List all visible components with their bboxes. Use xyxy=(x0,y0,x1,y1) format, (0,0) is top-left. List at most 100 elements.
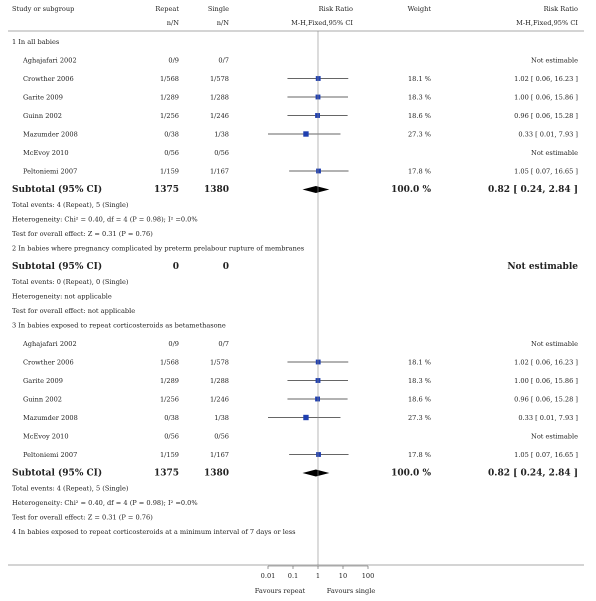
subtotal-n-repeat: 0 xyxy=(173,262,179,272)
study-name: Garite 2009 xyxy=(23,94,63,102)
study-name: Mazumder 2008 xyxy=(23,414,78,422)
header-risk-ratio-2: Risk Ratio xyxy=(544,5,578,13)
subtotal-label: Subtotal (95% CI) xyxy=(12,468,102,479)
study-ci-text: 1.00 [ 0.06, 15.86 ] xyxy=(514,94,578,102)
study-ci-text: Not estimable xyxy=(531,340,578,348)
study-weight: 27.3 % xyxy=(408,414,431,422)
study-point xyxy=(316,168,321,174)
study-events-single: 1/246 xyxy=(210,396,229,404)
study-events-single: 1/578 xyxy=(210,75,229,83)
study-events-single: 0/7 xyxy=(218,340,229,348)
study-events-repeat: 0/56 xyxy=(164,433,179,441)
study-events-repeat: 1/159 xyxy=(160,451,179,459)
study-name: Garite 2009 xyxy=(23,377,63,385)
study-point xyxy=(316,452,321,457)
study-events-single: 0/7 xyxy=(218,57,229,65)
study-name: Peltoniemi 2007 xyxy=(23,451,77,459)
study-events-repeat: 0/38 xyxy=(164,414,179,422)
study-events-repeat: 0/38 xyxy=(164,131,179,139)
group-note: Total events: 4 (Repeat), 5 (Single) xyxy=(12,201,129,209)
group-note: Heterogeneity: Chi² = 0.40, df = 4 (P = … xyxy=(12,499,198,507)
study-events-repeat: 1/289 xyxy=(160,377,179,385)
study-weight: 18.3 % xyxy=(408,377,431,385)
study-name: Crowther 2006 xyxy=(23,359,74,367)
axis-tick-label: 10 xyxy=(339,572,347,580)
study-point xyxy=(315,113,320,118)
header-risk-ratio: Risk Ratio xyxy=(319,5,353,13)
header-study: Study or subgroup xyxy=(12,5,74,13)
study-ci-text: Not estimable xyxy=(531,433,578,441)
subtotal-ci-text: 0.82 [ 0.24, 2.84 ] xyxy=(488,469,578,479)
study-ci-text: 1.00 [ 0.06, 15.86 ] xyxy=(514,377,578,385)
study-weight: 18.3 % xyxy=(408,94,431,102)
study-events-repeat: 1/568 xyxy=(160,359,179,367)
study-ci-text: 0.33 [ 0.01, 7.93 ] xyxy=(518,414,578,422)
subtotal-label: Subtotal (95% CI) xyxy=(12,261,102,272)
favours-right-label: Favours single xyxy=(327,587,376,595)
group-title: 1 In all babies xyxy=(12,38,60,46)
study-name: Aghajafari 2002 xyxy=(22,340,77,348)
study-ci-text: 1.02 [ 0.06, 16.23 ] xyxy=(514,75,578,83)
study-name: McEvoy 2010 xyxy=(23,149,69,157)
group-title: 4 In babies exposed to repeat corticoste… xyxy=(12,528,296,536)
subtotal-ci-text: Not estimable xyxy=(507,262,578,272)
subtotal-ci-text: 0.82 [ 0.24, 2.84 ] xyxy=(488,185,578,195)
header-group2-sub: n/N xyxy=(217,19,229,27)
subtotal-diamond xyxy=(302,186,330,193)
study-weight: 18.1 % xyxy=(408,359,431,367)
subtotal-n-repeat: 1375 xyxy=(154,469,179,479)
axis-tick-label: 0.01 xyxy=(261,572,276,580)
subtotal-n-repeat: 1375 xyxy=(154,185,179,195)
header-group1: Repeat xyxy=(155,5,179,13)
study-point xyxy=(303,131,309,137)
study-ci-text: 0.33 [ 0.01, 7.93 ] xyxy=(518,131,578,139)
study-name: Aghajafari 2002 xyxy=(22,57,77,65)
subtotal-weight: 100.0 % xyxy=(391,469,431,479)
subtotal-diamond xyxy=(302,469,330,477)
study-ci-text: 0.96 [ 0.06, 15.28 ] xyxy=(514,112,578,120)
study-events-repeat: 1/256 xyxy=(160,112,179,120)
favours-left-label: Favours repeat xyxy=(255,587,306,595)
header-risk-ratio-sub-2: M-H,Fixed,95% CI xyxy=(516,19,578,27)
header-group2: Single xyxy=(208,5,229,13)
header-group1-sub: n/N xyxy=(167,19,179,27)
study-ci-text: 1.05 [ 0.07, 16.65 ] xyxy=(514,451,578,459)
group-note: Total events: 4 (Repeat), 5 (Single) xyxy=(12,485,129,493)
study-events-repeat: 1/159 xyxy=(160,168,179,176)
study-ci-text: 0.96 [ 0.06, 15.28 ] xyxy=(514,396,578,404)
study-name: Mazumder 2008 xyxy=(23,131,78,139)
subtotal-n-single: 1380 xyxy=(204,185,229,195)
study-weight: 17.8 % xyxy=(408,168,431,176)
subtotal-n-single: 0 xyxy=(223,262,229,272)
group-note: Test for overall effect: Z = 0.31 (P = 0… xyxy=(12,514,153,522)
study-name: Guinn 2002 xyxy=(23,112,62,120)
study-events-repeat: 1/568 xyxy=(160,75,179,83)
study-events-repeat: 1/256 xyxy=(160,396,179,404)
group-note: Total events: 0 (Repeat), 0 (Single) xyxy=(12,278,129,286)
study-events-repeat: 0/9 xyxy=(168,57,179,65)
study-events-single: 1/288 xyxy=(210,377,229,385)
study-point xyxy=(315,396,320,402)
study-ci-text: Not estimable xyxy=(531,149,578,157)
study-name: Peltoniemi 2007 xyxy=(23,168,77,176)
study-weight: 27.3 % xyxy=(408,131,431,139)
study-name: McEvoy 2010 xyxy=(23,433,69,441)
study-name: Guinn 2002 xyxy=(23,396,62,404)
subtotal-n-single: 1380 xyxy=(204,469,229,479)
study-events-single: 0/56 xyxy=(214,433,229,441)
group-note: Heterogeneity: Chi² = 0.40, df = 4 (P = … xyxy=(12,216,198,224)
axis-tick-label: 0.1 xyxy=(288,572,299,580)
study-ci-text: 1.05 [ 0.07, 16.65 ] xyxy=(514,168,578,176)
study-ci-text: 1.02 [ 0.06, 16.23 ] xyxy=(514,359,578,367)
axis-tick-label: 100 xyxy=(362,572,375,580)
study-events-single: 1/167 xyxy=(210,451,229,459)
forest-rows: 1 In all babies Aghajafari 2002 0/9 0/7 Not … xyxy=(12,38,578,536)
study-point xyxy=(303,414,309,421)
study-events-single: 1/578 xyxy=(210,359,229,367)
subtotal-weight: 100.0 % xyxy=(391,185,431,195)
study-events-single: 1/288 xyxy=(210,94,229,102)
header-weight: Weight xyxy=(408,5,432,13)
study-weight: 18.6 % xyxy=(408,112,431,120)
study-events-single: 1/38 xyxy=(214,131,229,139)
study-events-single: 0/56 xyxy=(214,149,229,157)
